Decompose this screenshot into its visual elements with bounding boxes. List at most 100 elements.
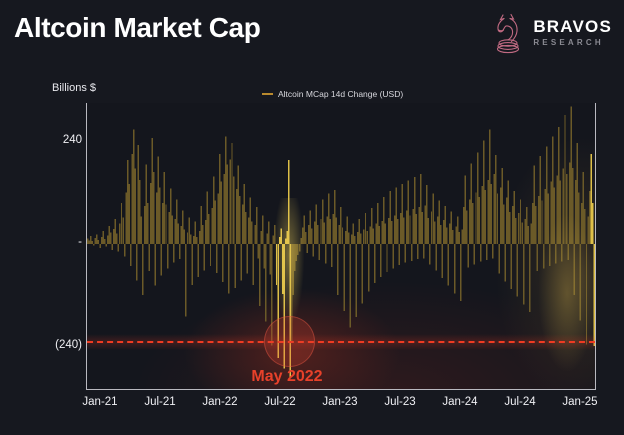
bar [390, 220, 393, 244]
bar [400, 213, 402, 244]
bar [456, 216, 459, 244]
bar [575, 179, 577, 244]
bar [327, 193, 330, 244]
bar [548, 243, 551, 266]
bar [337, 243, 339, 295]
bar [172, 243, 175, 263]
bar [321, 199, 324, 244]
bar [284, 238, 287, 244]
bar [312, 243, 315, 257]
bar [505, 197, 508, 244]
bar [248, 217, 250, 244]
bar [225, 136, 227, 244]
bar [593, 243, 595, 347]
bar [429, 243, 431, 265]
bar [145, 164, 147, 244]
bar [294, 243, 296, 272]
x-axis-tick: Jul-23 [384, 396, 416, 408]
bar [252, 243, 255, 285]
bar [183, 229, 186, 244]
bar [306, 243, 308, 254]
bar [407, 180, 410, 244]
bar [106, 235, 109, 244]
bar [373, 243, 376, 284]
bar [466, 210, 468, 244]
bar [426, 184, 428, 244]
bar [404, 243, 407, 263]
bar [439, 225, 442, 244]
y-axis-tick: 240 [62, 133, 82, 146]
bar [166, 243, 169, 269]
bar [524, 219, 526, 244]
bar [565, 173, 568, 244]
bar [128, 184, 130, 244]
logo-name: BRAVOS [533, 16, 612, 36]
chess-knight-icon [497, 13, 520, 54]
bar [462, 207, 465, 244]
bar [96, 234, 98, 244]
bar [354, 236, 356, 244]
bar [406, 210, 408, 244]
bar [539, 155, 542, 244]
bar [386, 243, 388, 272]
bar [335, 217, 338, 244]
bar [464, 175, 466, 244]
x-axis-tick: Jan-22 [202, 396, 238, 408]
bar [214, 200, 216, 244]
bar [199, 230, 201, 244]
bar [532, 202, 534, 244]
bar [340, 207, 342, 244]
bar [304, 231, 307, 244]
bar [576, 143, 579, 244]
bar [160, 243, 163, 276]
bar [116, 233, 118, 244]
bar [433, 221, 436, 244]
bar [344, 230, 347, 244]
bar [444, 206, 447, 244]
bar [387, 218, 390, 244]
y-axis-tick: - [78, 236, 82, 249]
bar [103, 239, 106, 244]
bar [495, 155, 497, 244]
bar [360, 233, 362, 244]
bar [573, 243, 575, 295]
bar [297, 243, 299, 255]
bar [512, 206, 514, 244]
threshold-dashed-line [87, 341, 595, 343]
bar [108, 225, 110, 244]
bar [590, 154, 592, 244]
plot-area: May 2022 [86, 103, 596, 390]
bar [261, 215, 264, 244]
bar [567, 243, 569, 261]
bar [370, 207, 373, 244]
bar [479, 243, 482, 262]
bar [192, 236, 195, 244]
bar [281, 243, 284, 295]
bar [415, 213, 417, 244]
bar [168, 212, 170, 244]
bar [137, 144, 140, 244]
bar [418, 207, 420, 244]
bar [521, 222, 523, 244]
bar [492, 243, 494, 259]
bar [309, 210, 311, 244]
bar [536, 243, 539, 272]
bar [449, 223, 451, 244]
bar [413, 177, 416, 244]
bar [332, 213, 335, 244]
bar [384, 223, 387, 244]
y-axis-labels: 240 - (240) [20, 103, 82, 390]
bar [401, 184, 404, 244]
bar [211, 207, 213, 244]
bar [513, 190, 516, 244]
bar [151, 137, 153, 244]
bar [544, 189, 546, 244]
bar [208, 213, 210, 244]
bar [493, 173, 496, 244]
bar [206, 191, 209, 244]
bar [525, 207, 528, 244]
bar [113, 228, 115, 244]
bar [100, 236, 103, 244]
bar [134, 168, 137, 244]
bar [507, 180, 509, 244]
